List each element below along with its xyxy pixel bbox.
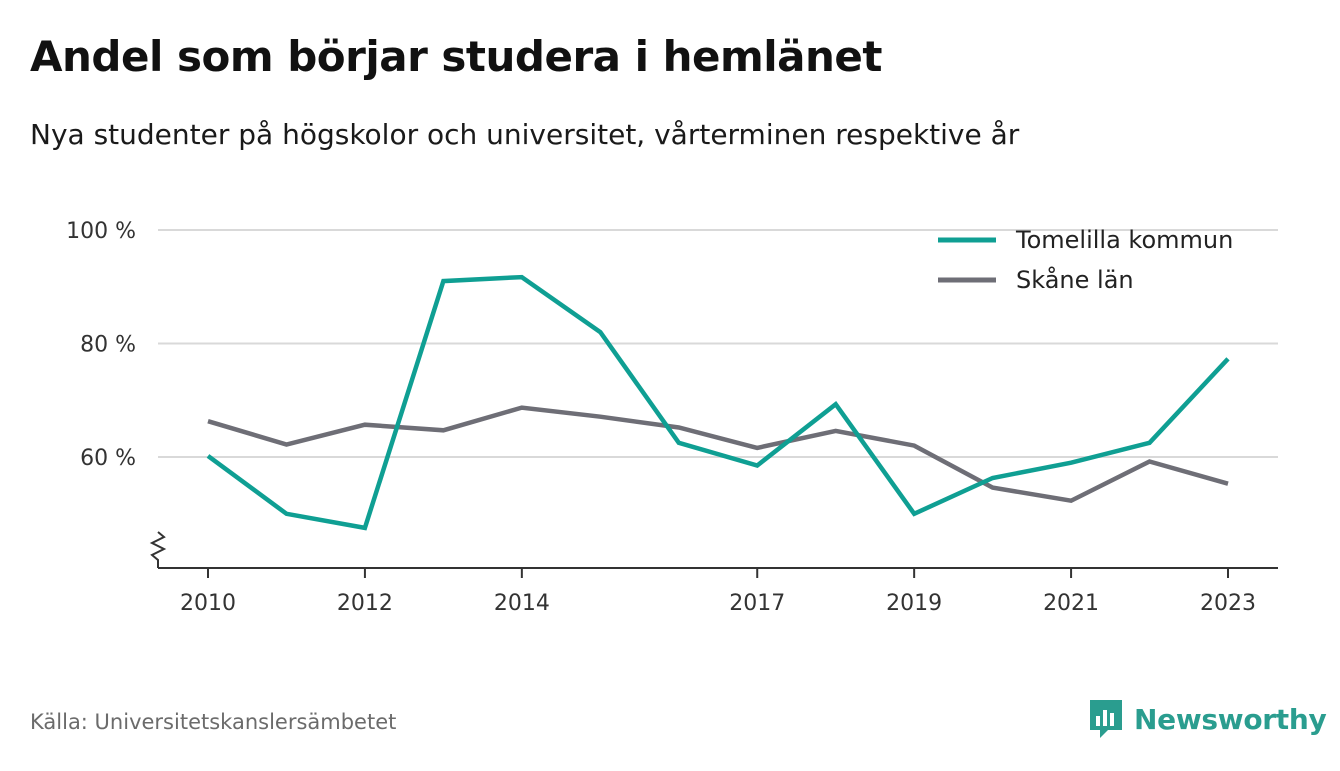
chart-title: Andel som börjar studera i hemlänet bbox=[30, 32, 883, 81]
x-tick-label: 2012 bbox=[337, 591, 393, 616]
legend-label: Skåne län bbox=[1016, 265, 1134, 294]
x-tick-label: 2023 bbox=[1200, 591, 1256, 616]
brand-name: Newsworthy bbox=[1134, 702, 1327, 736]
brand-logo: Newsworthy bbox=[1088, 698, 1327, 740]
x-tick-label: 2010 bbox=[180, 591, 236, 616]
series-lines bbox=[206, 274, 1230, 531]
axes bbox=[149, 531, 1278, 578]
legend-label: Tomelilla kommun bbox=[1015, 226, 1233, 254]
x-tick-label: 2017 bbox=[729, 591, 785, 616]
axis-break-icon bbox=[149, 531, 167, 568]
chart-subtitle: Nya studenter på högskolor och universit… bbox=[30, 118, 1020, 151]
x-tick-labels: 2010 2012 2014 2017 2019 2021 2023 bbox=[180, 591, 1256, 616]
x-tick-label: 2014 bbox=[494, 591, 550, 616]
newsworthy-logo-icon bbox=[1090, 700, 1122, 738]
y-tick-label: 80 % bbox=[80, 333, 136, 358]
y-tick-label: 100 % bbox=[66, 219, 136, 244]
x-tick-label: 2019 bbox=[886, 591, 942, 616]
line-chart: 100 %80 %60 % 2010 2012 2014 2017 2019 2021 20… bbox=[66, 219, 1278, 616]
gridlines bbox=[158, 229, 1278, 458]
series-line-0 bbox=[206, 274, 1230, 531]
series-line-1 bbox=[207, 405, 1229, 504]
legend: Tomelilla kommun Skåne län bbox=[938, 226, 1233, 294]
source-note: Källa: Universitetskanslersämbetet bbox=[30, 710, 397, 734]
y-tick-labels: 100 % 80 % 60 % bbox=[66, 219, 136, 471]
y-tick-label: 60 % bbox=[80, 446, 136, 471]
x-tick-label: 2021 bbox=[1043, 591, 1099, 616]
